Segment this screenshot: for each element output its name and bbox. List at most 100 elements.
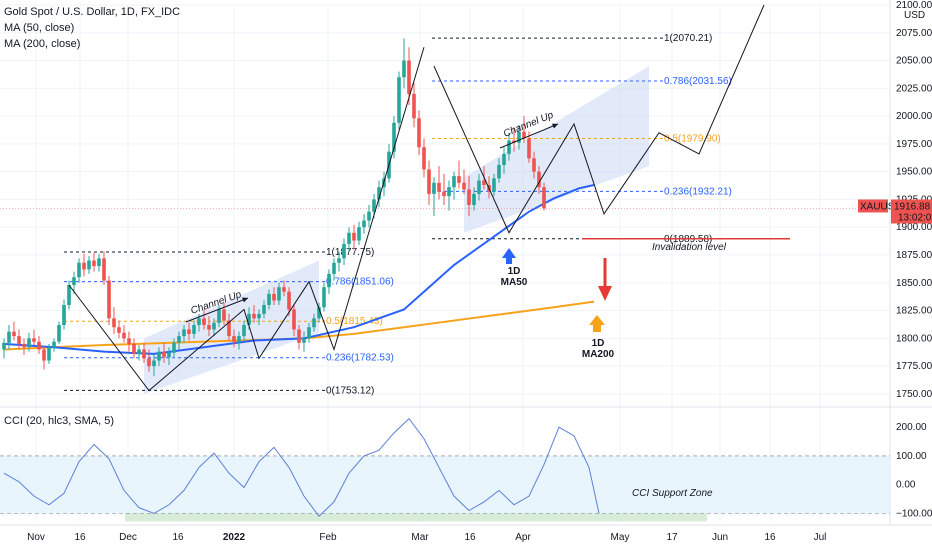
candle xyxy=(312,318,316,328)
cci-zone-label: CCI Support Zone xyxy=(632,488,713,499)
candle xyxy=(412,93,416,119)
candle xyxy=(107,280,111,319)
candle xyxy=(367,211,371,221)
candle xyxy=(177,336,181,343)
candle xyxy=(72,277,76,285)
ma200-annotation-line1: 1D xyxy=(592,338,605,349)
candle xyxy=(207,325,211,330)
time-tick-label: Dec xyxy=(119,532,137,543)
candle xyxy=(507,140,511,154)
candle xyxy=(227,320,231,337)
last-price-badge xyxy=(891,199,932,224)
candle xyxy=(287,291,291,310)
price-tick-label: 1900.00 xyxy=(896,222,932,233)
candle xyxy=(82,262,86,270)
candle xyxy=(537,171,541,188)
candle xyxy=(442,191,446,197)
candle xyxy=(482,180,486,185)
fib-upper-label: 0.236(1932.21) xyxy=(664,186,732,197)
candle xyxy=(202,318,206,325)
candle xyxy=(167,352,171,358)
candle xyxy=(407,60,411,94)
candle xyxy=(277,287,281,301)
candle xyxy=(92,260,96,267)
channel-up-zone-2 xyxy=(464,66,649,233)
candle xyxy=(342,243,346,259)
candle xyxy=(212,322,216,330)
countdown-label: 13:02:07 xyxy=(898,212,932,223)
candle xyxy=(102,258,106,281)
time-tick-label: Mar xyxy=(411,532,429,543)
candle xyxy=(307,327,311,339)
cci-tick-label: 100.00 xyxy=(896,451,927,462)
candle xyxy=(272,293,276,301)
price-tick-label: 2025.00 xyxy=(896,83,932,94)
candle xyxy=(142,349,146,359)
time-tick-label: Apr xyxy=(515,532,531,543)
candle xyxy=(392,122,396,152)
time-tick-label: Nov xyxy=(27,532,45,543)
time-tick-label: May xyxy=(611,532,630,543)
fib-upper-label: 1(2070.21) xyxy=(664,33,712,44)
candle xyxy=(67,285,71,305)
candle xyxy=(322,287,326,308)
candle xyxy=(247,313,251,325)
candle xyxy=(237,336,241,342)
candle xyxy=(422,147,426,170)
candle xyxy=(362,220,366,228)
candle xyxy=(467,189,471,205)
symbol-badge xyxy=(858,199,888,213)
candle xyxy=(117,327,121,333)
price-tick-label: 1775.00 xyxy=(896,361,932,372)
candle xyxy=(402,60,406,78)
legend-ma50: MA (50, close) xyxy=(4,22,75,34)
candle xyxy=(417,118,421,148)
candle xyxy=(357,227,361,241)
candle xyxy=(492,178,496,192)
time-tick-label: 16 xyxy=(464,532,476,543)
cci-tick-label: −100.00 xyxy=(896,508,932,519)
candle xyxy=(192,325,196,334)
time-tick-label: 16 xyxy=(764,532,776,543)
fib-lower-label: 0.5(1815.43) xyxy=(326,316,383,327)
candle xyxy=(22,343,26,348)
candle xyxy=(12,331,16,337)
candle xyxy=(377,187,381,200)
candle xyxy=(152,360,156,367)
zigzag-path-1 xyxy=(68,47,425,392)
chart-legend: Gold Spot / U.S. Dollar, 1D, FX_IDC MA (… xyxy=(4,4,180,52)
ma50-annotation-line1: 1D xyxy=(508,266,521,277)
time-tick-label: 2022 xyxy=(223,532,246,543)
candle xyxy=(337,258,341,263)
candle xyxy=(242,325,246,337)
channel-arrow-2-head xyxy=(552,123,558,129)
time-tick-label: Feb xyxy=(319,532,337,543)
price-tick-label: 1875.00 xyxy=(896,250,932,261)
candle xyxy=(502,153,506,165)
fib-lower-label: 0(1753.12) xyxy=(326,385,374,396)
cci-line xyxy=(3,417,600,518)
candle xyxy=(347,232,351,244)
price-tick-label: 2050.00 xyxy=(896,56,932,67)
candle xyxy=(267,293,271,305)
fib-lower-label: 0.786(1851.06) xyxy=(326,277,394,288)
candle xyxy=(542,187,546,209)
ma200-arrow xyxy=(589,315,605,332)
channel-arrow-1 xyxy=(185,297,249,323)
time-tick-label: 16 xyxy=(74,532,86,543)
cci-support-zone xyxy=(125,513,707,522)
candle xyxy=(217,309,221,323)
channel-arrow-1-head xyxy=(242,297,248,303)
fib-lower-label: 0.236(1782.53) xyxy=(326,353,394,364)
candle xyxy=(397,77,401,123)
fib-lower-label: 1(1877.75) xyxy=(326,247,374,258)
candle xyxy=(432,182,436,194)
currency-label: USD xyxy=(904,10,925,21)
candle xyxy=(187,329,191,334)
candle xyxy=(57,325,61,342)
price-tick-label: 2000.00 xyxy=(896,111,932,122)
candle xyxy=(462,182,466,190)
candle xyxy=(182,329,186,337)
